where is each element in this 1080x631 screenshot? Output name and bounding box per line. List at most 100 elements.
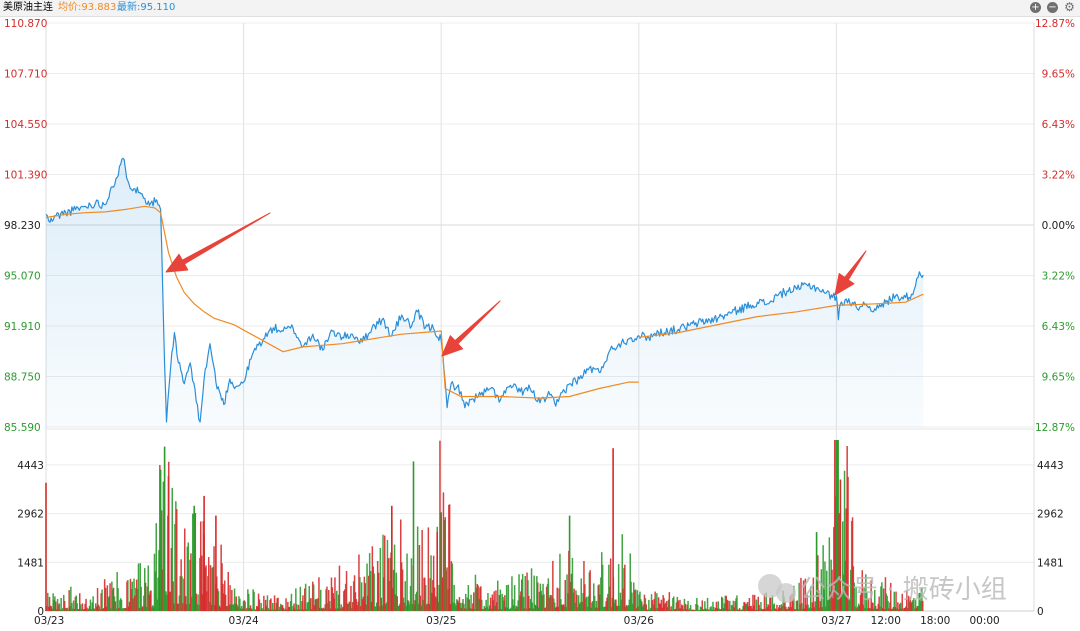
- volume-bar: [667, 599, 670, 611]
- volume-bar: [728, 609, 730, 611]
- volume-bar: [201, 594, 204, 611]
- volume-bar: [823, 589, 825, 611]
- volume-bar: [599, 594, 601, 611]
- volume-bar: [485, 599, 487, 611]
- volume-bar: [424, 585, 427, 611]
- volume-bar: [601, 552, 603, 611]
- volume-bar: [401, 569, 404, 611]
- volume-bar: [854, 606, 856, 611]
- volume-bar: [232, 604, 234, 611]
- volume-bar: [653, 598, 655, 611]
- volume-bar: [92, 596, 94, 611]
- volume-bar: [246, 607, 248, 611]
- volume-bar: [681, 604, 683, 611]
- volume-bar: [680, 608, 682, 611]
- volume-bar: [580, 578, 582, 611]
- volume-bar: [47, 606, 50, 611]
- volume-bar: [881, 582, 883, 611]
- volume-bar: [464, 608, 466, 611]
- volume-bar: [114, 601, 117, 611]
- volume-bar: [767, 604, 769, 611]
- volume-bar: [753, 605, 755, 611]
- volume-bar: [590, 607, 592, 611]
- volume-tick-label: 0: [37, 606, 44, 618]
- volume-bar: [902, 609, 904, 611]
- volume-bar: [357, 601, 359, 611]
- zoom-in-icon[interactable]: +: [1030, 2, 1041, 13]
- volume-bar: [177, 603, 180, 611]
- volume-bar: [369, 571, 372, 611]
- volume-bar: [73, 609, 76, 611]
- volume-bar: [649, 609, 651, 611]
- zoom-out-icon[interactable]: −: [1047, 2, 1058, 13]
- volume-bar: [96, 588, 99, 611]
- volume-bar: [249, 605, 252, 611]
- volume-bar: [156, 599, 158, 611]
- volume-bar: [545, 607, 547, 611]
- volume-bar: [51, 608, 53, 611]
- volume-bar: [619, 592, 622, 611]
- volume-bar: [556, 587, 558, 611]
- volume-bar: [158, 550, 160, 611]
- settings-icon[interactable]: ⚙: [1064, 0, 1075, 14]
- volume-bar: [373, 573, 375, 611]
- volume-bar: [592, 601, 594, 611]
- volume-bar: [906, 608, 909, 611]
- volume-bar: [296, 604, 298, 611]
- volume-bar: [860, 592, 863, 611]
- volume-bar: [95, 606, 98, 611]
- volume-bar: [151, 607, 153, 611]
- volume-bar: [713, 610, 716, 611]
- volume-bar: [416, 526, 419, 611]
- volume-bar: [621, 534, 623, 611]
- volume-bar: [692, 609, 695, 611]
- volume-bar: [290, 593, 293, 611]
- volume-bar: [695, 604, 697, 611]
- volume-bar: [574, 602, 576, 611]
- volume-bar: [656, 593, 658, 611]
- volume-bar: [70, 586, 72, 611]
- chart-header: 美原油主连 均价:93.883 最新:95.110 + − ⚙: [0, 0, 1080, 17]
- volume-bar: [631, 592, 633, 611]
- volume-bar: [910, 603, 912, 611]
- volume-tick-label: 2962: [17, 509, 44, 521]
- volume-bar: [150, 590, 152, 611]
- volume-bar: [825, 606, 827, 611]
- volume-bar: [721, 598, 724, 611]
- volume-bar: [765, 592, 767, 611]
- volume-bar: [79, 604, 82, 611]
- volume-bar: [419, 595, 422, 611]
- volume-bar: [763, 593, 766, 611]
- volume-bar: [274, 609, 277, 611]
- volume-bar: [605, 601, 607, 611]
- volume-bar: [720, 609, 722, 611]
- volume-bar: [886, 595, 888, 611]
- volume-bar: [566, 574, 568, 611]
- volume-bar: [783, 596, 785, 611]
- volume-bar: [618, 605, 621, 611]
- volume-bar: [849, 599, 851, 611]
- volume-bar: [254, 609, 256, 611]
- volume-bar: [330, 577, 333, 611]
- volume-bar: [907, 595, 910, 611]
- volume-bar: [324, 604, 326, 611]
- volume-bar: [617, 564, 620, 611]
- time-axis-label: 03/25: [426, 615, 456, 627]
- volume-bar: [596, 607, 599, 611]
- volume-bar: [806, 594, 808, 611]
- volume-bar: [408, 601, 410, 611]
- volume-bar: [388, 581, 390, 611]
- volume-spike-bar: [436, 532, 438, 611]
- volume-bar: [482, 609, 485, 611]
- volume-bar: [530, 568, 533, 611]
- volume-bar: [260, 602, 262, 611]
- volume-bar: [204, 567, 206, 611]
- volume-bar: [268, 609, 270, 611]
- volume-bar: [118, 607, 120, 611]
- volume-bar: [181, 576, 183, 611]
- volume-bar: [745, 604, 747, 611]
- volume-bar: [238, 596, 240, 611]
- volume-bar: [241, 608, 244, 611]
- volume-bar: [746, 602, 749, 611]
- volume-bar: [694, 610, 696, 611]
